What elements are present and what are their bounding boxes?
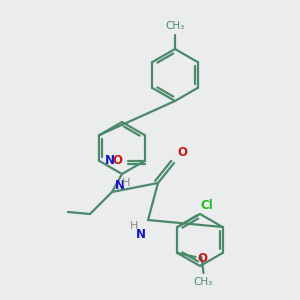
Text: N: N <box>136 228 146 241</box>
Text: O: O <box>112 154 122 167</box>
Text: CH₃: CH₃ <box>194 277 213 287</box>
Text: CH₃: CH₃ <box>165 21 184 31</box>
Text: H: H <box>122 178 130 188</box>
Text: N: N <box>115 179 125 192</box>
Text: N: N <box>104 154 115 167</box>
Text: Cl: Cl <box>200 199 213 212</box>
Text: H: H <box>130 221 138 231</box>
Text: O: O <box>197 251 208 265</box>
Text: O: O <box>177 146 187 159</box>
